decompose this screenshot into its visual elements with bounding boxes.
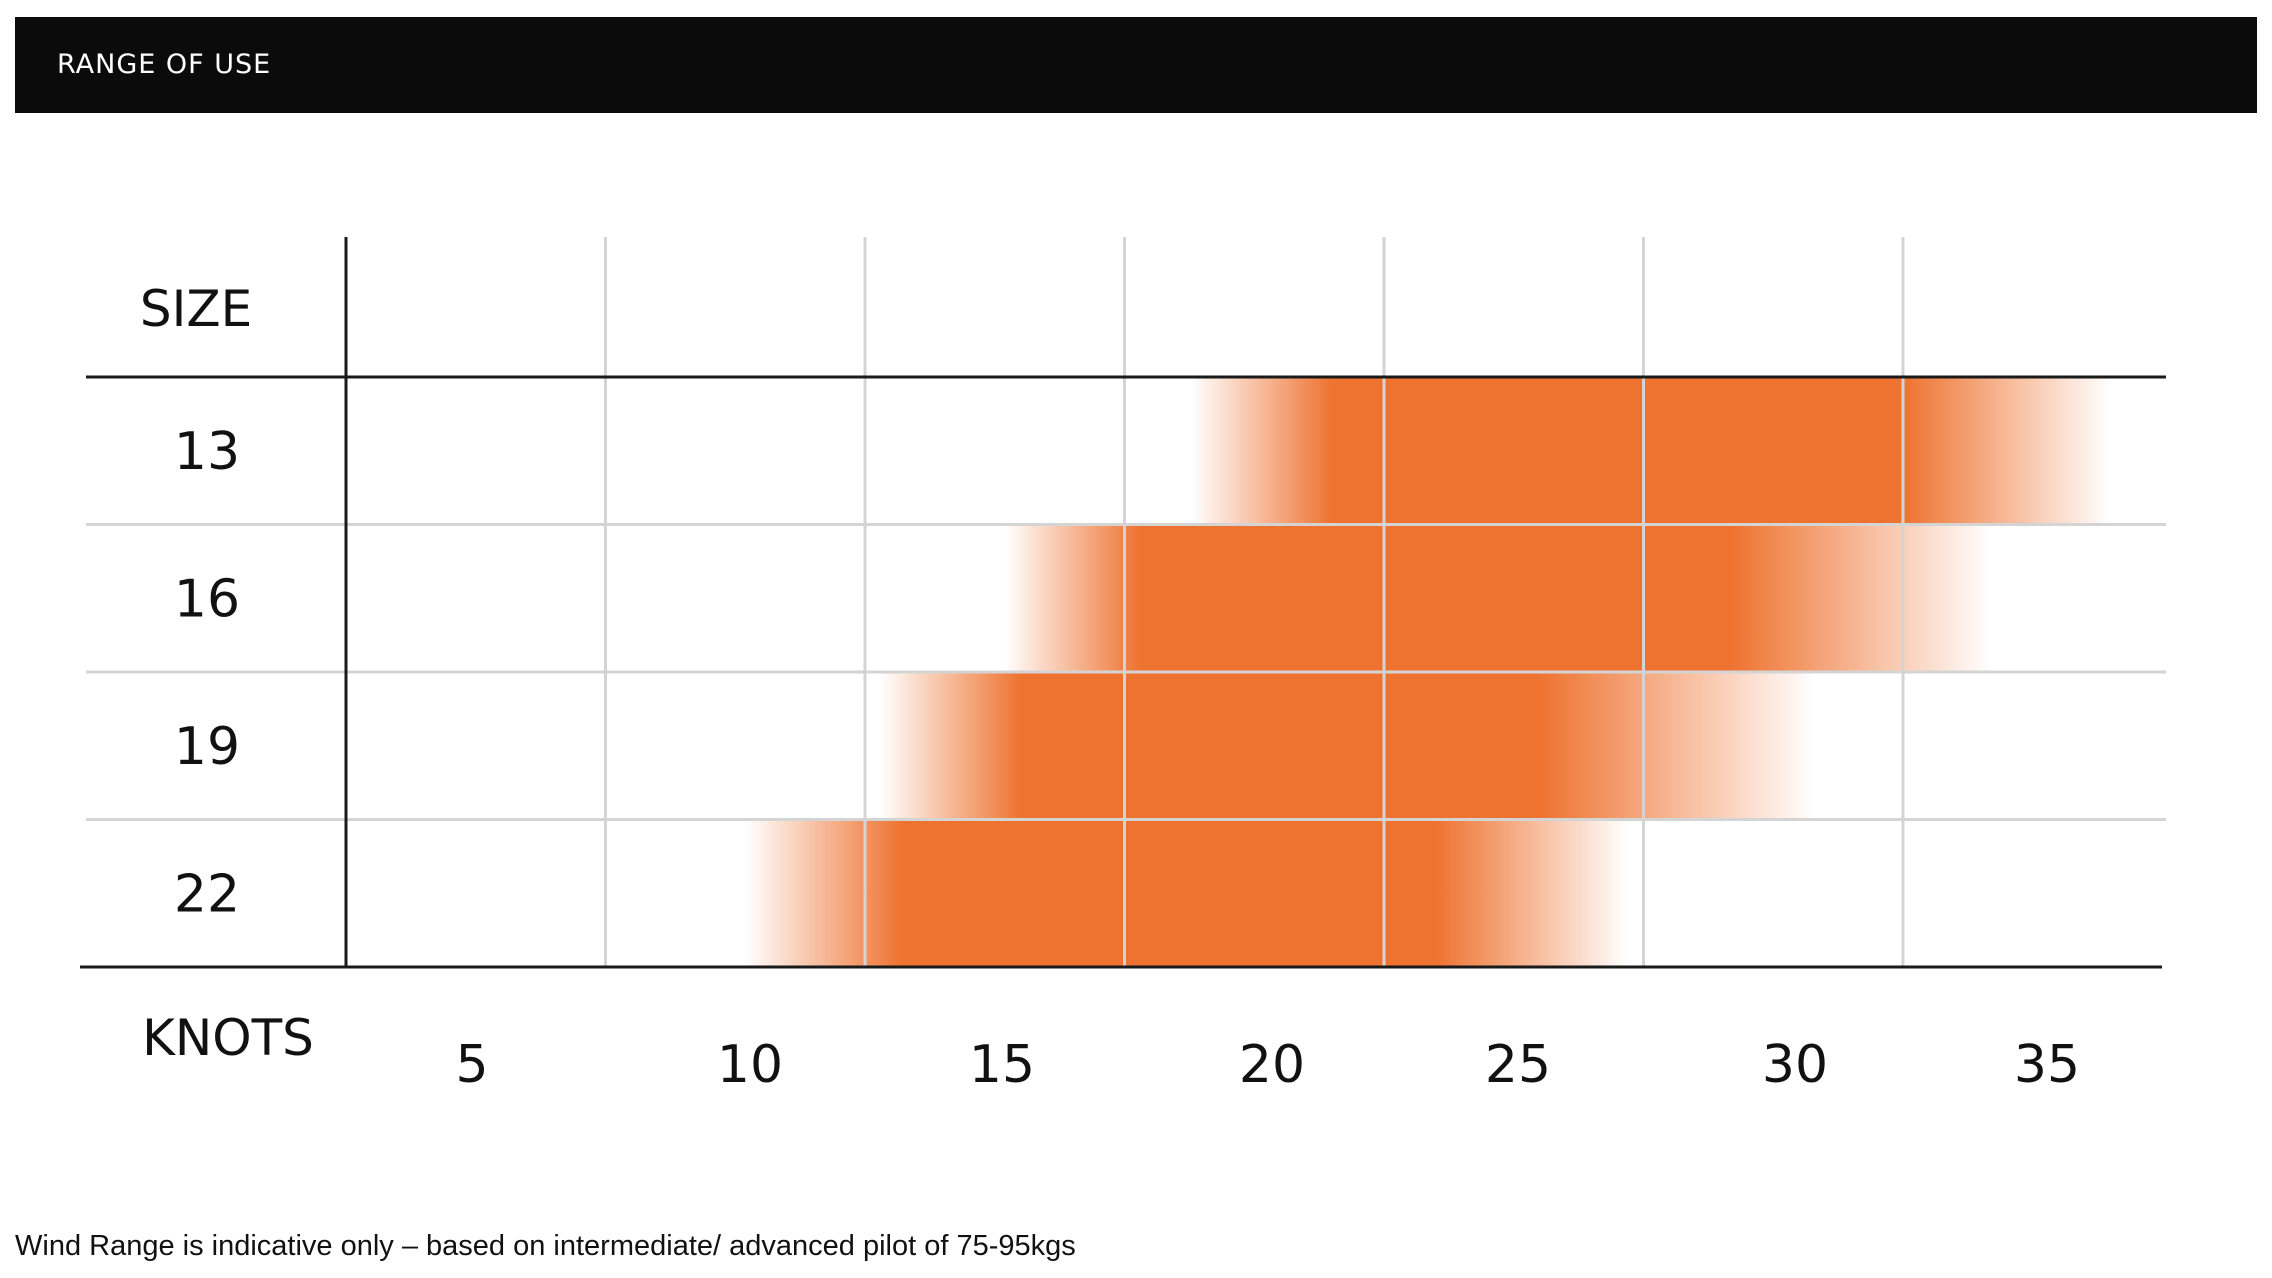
x-tick-label-25: 25 (1485, 1035, 1551, 1095)
range-band-19 (880, 672, 1815, 820)
x-tick-label-30: 30 (1762, 1035, 1828, 1095)
page-title: RANGE OF USE (57, 49, 272, 80)
x-tick-label-15: 15 (969, 1035, 1035, 1095)
range-band-13 (1191, 377, 2111, 525)
footnote: Wind Range is indicative only – based on… (15, 1230, 1076, 1262)
header-bar: RANGE OF USE (15, 17, 2257, 113)
row-label-19: 19 (174, 717, 240, 777)
range-band-22 (745, 819, 1628, 967)
x-tick-label-35: 35 (2014, 1035, 2080, 1095)
x-tick-label-20: 20 (1239, 1035, 1305, 1095)
x-tick-label-5: 5 (455, 1035, 488, 1095)
row-header-label: SIZE (140, 280, 252, 338)
x-axis-label: KNOTS (142, 1009, 314, 1067)
row-label-13: 13 (174, 422, 240, 482)
row-label-16: 16 (174, 569, 240, 629)
range-band-16 (1005, 524, 1992, 672)
x-tick-label-10: 10 (717, 1035, 783, 1095)
row-label-22: 22 (174, 864, 240, 924)
